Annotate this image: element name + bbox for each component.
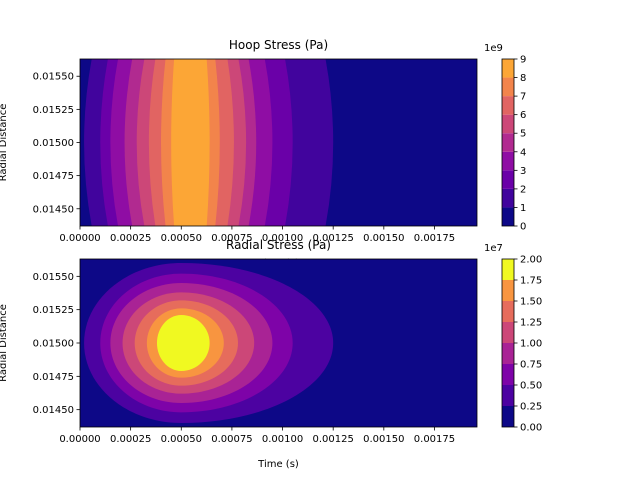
x-tick-label-p0-2: 0.00050 [161,233,202,244]
y-axis-label-p0: Radial Distance [0,104,9,182]
colorbar-segment-p0-4 [502,133,514,152]
colorbar-segment-p0-5 [502,114,514,134]
colorbar-segment-p1-3 [502,343,514,364]
colorbar-tick-label-p1-4: 1.00 [520,339,542,350]
x-tick-label-p0-1: 0.00025 [110,233,151,244]
colorbar-tick-label-p1-6: 1.50 [520,297,542,308]
y-tick-label-p0-4: 0.01550 [33,72,74,83]
colorbar-segment-p0-0 [502,207,514,226]
x-tick-label-p1-1: 0.00025 [110,434,151,445]
colorbar-tick-label-p0-5: 5 [520,129,526,140]
colorbar-tick-label-p0-7: 7 [520,92,526,103]
colorbar-tick-label-p0-8: 8 [520,73,526,84]
y-tick-label-p1-4: 0.01550 [33,272,74,283]
colorbar-tick-label-p1-5: 1.25 [520,318,542,329]
colorbar-segment-p0-8 [502,59,514,78]
x-tick-label-p1-6: 0.00150 [363,434,404,445]
x-tick-label-p1-0: 0.00000 [59,434,100,445]
chart-title-p0: Hoop Stress (Pa) [229,38,328,52]
colorbar-tick-label-p0-3: 3 [520,166,526,177]
colorbar-segment-p1-6 [502,280,514,301]
chart-title-p1: Radial Stress (Pa) [226,238,331,252]
colorbar-offset-label-p0: 1e9 [484,43,503,54]
colorbar-segment-p0-7 [502,77,514,97]
colorbar-segment-p0-6 [502,96,514,115]
x-tick-label-p1-3: 0.00075 [211,434,252,445]
y-tick-label-p1-2: 0.01500 [33,339,74,350]
colorbar-tick-label-p1-0: 0.00 [520,423,542,434]
x-tick-label-p0-4: 0.00100 [262,233,303,244]
x-tick-label-p0-0: 0.00000 [59,233,100,244]
colorbar-tick-label-p0-2: 2 [520,184,526,195]
colorbar-tick-label-p0-1: 1 [520,203,526,214]
y-tick-label-p0-3: 0.01525 [33,105,74,116]
y-tick-label-p1-0: 0.01450 [33,405,74,416]
colorbar-tick-label-p0-4: 4 [520,147,526,158]
colorbar-tick-label-p1-8: 2.00 [520,255,542,266]
colorbar-segment-p0-1 [502,188,514,208]
colorbar-frame-p0 [501,58,515,227]
x-tick-label-p1-5: 0.00125 [313,434,354,445]
colorbar-tick-label-p1-7: 1.75 [520,276,542,287]
x-tick-label-p0-3: 0.00075 [211,233,252,244]
x-tick-label-p0-5: 0.00125 [313,233,354,244]
colorbar-segment-p1-0 [502,406,514,427]
colorbar-tick-label-p0-6: 6 [520,110,526,121]
colorbar-segment-p1-5 [502,301,514,322]
y-tick-label-p1-1: 0.01475 [33,372,74,383]
colorbar-tick-label-p0-9: 9 [520,55,526,66]
contour-band-p1-7 [156,315,210,371]
colorbar-tick-label-p1-1: 0.25 [520,402,542,413]
colorbar-segment-p1-7 [502,259,514,280]
y-tick-label-p0-1: 0.01475 [33,171,74,182]
x-tick-label-p0-7: 0.00175 [414,233,455,244]
x-axis-label-p1: Time (s) [257,459,299,470]
contour-area-p1 [80,259,477,427]
y-tick-label-p1-3: 0.01525 [33,305,74,316]
colorbar-offset-label-p1: 1e7 [484,243,503,254]
y-axis-label-p1: Radial Distance [0,304,9,382]
contour-area-p0 [80,59,477,226]
colorbar-segment-p1-2 [502,364,514,385]
colorbar-tick-label-p1-2: 0.50 [520,381,542,392]
x-tick-label-p1-2: 0.00050 [161,434,202,445]
colorbar-tick-label-p0-0: 0 [520,222,526,233]
colorbar-segment-p1-4 [502,322,514,343]
colorbar-segment-p0-2 [502,170,514,189]
y-tick-label-p0-2: 0.01500 [33,138,74,149]
y-tick-label-p0-0: 0.01450 [33,204,74,215]
contour-band-p0-8 [171,59,210,226]
x-tick-label-p1-4: 0.00100 [262,434,303,445]
x-tick-label-p0-6: 0.00150 [363,233,404,244]
colorbar-segment-p1-1 [502,385,514,406]
colorbar-tick-label-p1-3: 0.75 [520,360,542,371]
x-tick-label-p1-7: 0.00175 [414,434,455,445]
colorbar-segment-p0-3 [502,151,514,171]
